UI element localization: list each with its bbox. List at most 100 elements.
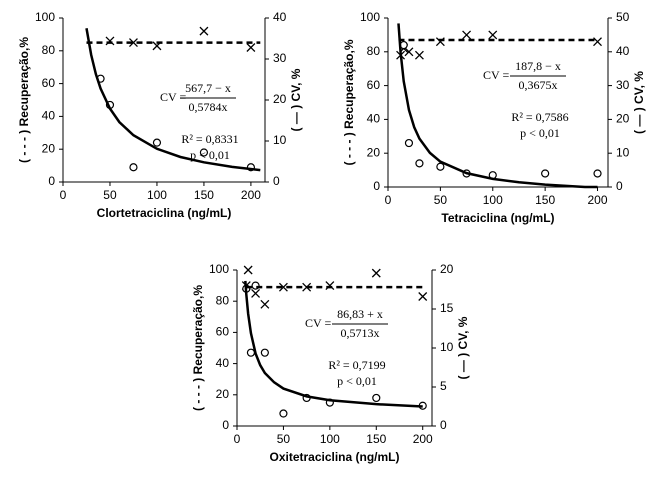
recovery-point (404, 47, 414, 57)
x-tick-label: 200 (588, 193, 608, 207)
y-tick-label: 80 (216, 293, 230, 307)
equation-lhs: CV = (483, 68, 509, 82)
x-tick-label: 0 (60, 188, 67, 202)
y-tick-label: 60 (216, 325, 230, 339)
equation-numerator: 86,83 + x (337, 307, 383, 321)
x-tick-label: 150 (194, 188, 214, 202)
recovery-point (462, 30, 472, 40)
y-tick-label: 40 (216, 356, 230, 370)
cv-point (279, 409, 288, 418)
cv-point (404, 138, 414, 148)
y-tick-label: 100 (209, 262, 229, 276)
x-tick-label: 200 (241, 188, 261, 202)
y-axis-label: ( - - - ) Recuperação,% (342, 39, 356, 165)
fit-curve (397, 23, 598, 189)
y2-axis-label: ( — ) CV, % (632, 71, 646, 134)
p-value: p < 0,01 (190, 148, 230, 162)
recovery-point (414, 50, 424, 60)
recovery-point (593, 37, 602, 47)
y2-axis-label: ( — ) CV, % (456, 316, 470, 379)
recovery-point (488, 30, 498, 40)
equation-denominator: 0,5784x (189, 100, 228, 114)
y2-axis-label: ( — ) CV, % (289, 68, 303, 131)
y-axis-label: ( - - - ) Recuperação,% (17, 37, 31, 163)
r-squared: R² = 0,7199 (328, 358, 385, 372)
x-tick-label: 0 (234, 432, 241, 446)
cv-point (541, 169, 550, 178)
x-tick-label: 150 (535, 193, 555, 207)
p-value: p < 0,01 (337, 374, 377, 388)
x-axis-label: Oxitetraciclina (ng/mL) (269, 450, 399, 464)
y2-tick-label: 0 (440, 418, 447, 432)
y2-tick-label: 40 (616, 44, 630, 58)
recovery-point (251, 288, 261, 298)
y-tick-label: 80 (367, 44, 381, 58)
equation-denominator: 0,3675x (519, 78, 558, 92)
equation-lhs: CV = (305, 316, 331, 330)
x-tick-label: 50 (277, 432, 291, 446)
x-tick-label: 0 (385, 193, 392, 207)
y2-tick-label: 40 (273, 10, 287, 24)
recovery-point (371, 268, 381, 278)
y2-tick-label: 20 (616, 112, 630, 126)
y-tick-label: 40 (367, 112, 381, 126)
y2-tick-label: 20 (273, 92, 287, 106)
cv-point (199, 148, 209, 157)
y-tick-label: 60 (42, 76, 56, 90)
equation-numerator: 567,7 − x (185, 81, 231, 95)
y-tick-label: 0 (222, 418, 229, 432)
y2-tick-label: 50 (616, 10, 630, 24)
x-tick-label: 100 (320, 432, 340, 446)
x-tick-label: 50 (434, 193, 448, 207)
cv-point (593, 169, 602, 178)
y-tick-label: 80 (42, 43, 56, 57)
y2-tick-label: 0 (616, 179, 623, 193)
r-squared: R² = 0,8331 (181, 132, 238, 146)
y-tick-label: 60 (367, 78, 381, 92)
y2-tick-label: 10 (440, 340, 454, 354)
y2-tick-label: 20 (440, 262, 454, 276)
cv-point (415, 159, 424, 168)
x-tick-label: 150 (366, 432, 386, 446)
y-tick-label: 20 (42, 141, 56, 155)
y2-tick-label: 0 (273, 174, 280, 188)
x-tick-label: 50 (103, 188, 117, 202)
x-tick-label: 100 (483, 193, 503, 207)
x-axis-label: Clortetraciclina (ng/mL) (97, 206, 232, 220)
recovery-point (260, 299, 270, 309)
cv-point (152, 138, 162, 147)
cv-point (260, 348, 269, 357)
y2-tick-label: 10 (616, 145, 630, 159)
y-tick-label: 20 (216, 387, 230, 401)
equation-numerator: 187,8 − x (515, 59, 561, 73)
x-tick-label: 200 (413, 432, 433, 446)
recovery-point (278, 282, 288, 292)
y2-tick-label: 5 (440, 379, 447, 393)
y2-tick-label: 15 (440, 301, 454, 315)
cv-point (246, 348, 256, 357)
fit-curve (85, 28, 261, 172)
y-axis-label: ( - - - ) Recuperação,% (191, 285, 205, 411)
cv-point (436, 162, 445, 171)
r-squared: R² = 0,7586 (511, 110, 568, 124)
y2-tick-label: 30 (273, 51, 287, 65)
recovery-point (129, 38, 138, 48)
y-tick-label: 20 (367, 145, 381, 159)
cv-point (372, 393, 381, 403)
y2-tick-label: 30 (616, 78, 630, 92)
y-tick-label: 100 (35, 10, 55, 24)
p-value: p < 0,01 (520, 126, 560, 140)
x-axis-label: Tetraciclina (ng/mL) (441, 211, 554, 225)
y-tick-label: 0 (48, 174, 55, 188)
fit-curve (244, 280, 423, 408)
x-tick-label: 100 (147, 188, 167, 202)
y-tick-label: 100 (360, 10, 380, 24)
cv-point (129, 163, 138, 172)
equation-lhs: CV = (160, 90, 186, 104)
y-tick-label: 0 (373, 179, 380, 193)
recovery-point (418, 292, 428, 301)
equation-denominator: 0,5713x (341, 326, 380, 340)
recovery-point (246, 43, 256, 52)
recovery-point (243, 265, 253, 275)
